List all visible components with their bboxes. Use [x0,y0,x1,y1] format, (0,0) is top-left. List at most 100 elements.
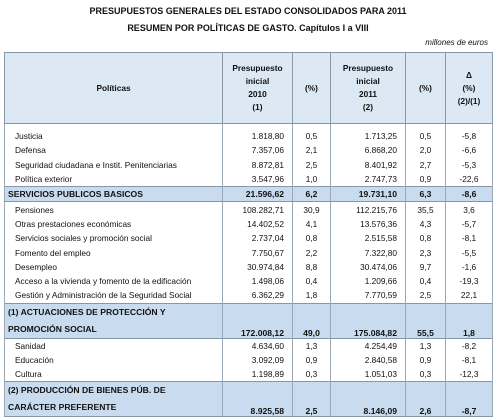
cell: 8.925,58 [222,381,293,417]
cell-line: inicial [356,76,380,86]
cell: 0,3 [292,367,331,382]
title: PRESUPUESTOS GENERALES DEL ESTADO CONSOL… [89,6,407,16]
cell: 0,9 [292,352,331,368]
header-cell: (%) [292,52,331,124]
budget-table: Políticas Presupuesto inicial 2010 (1) (%) Pre… [4,52,493,417]
spacer [4,123,493,129]
row-label: Seguridad ciudadana e Instit. Penitencia… [4,157,223,172]
header-cell: Presupuesto inicial 2011 (2) [330,52,406,124]
cell: 35,5 [405,201,446,217]
cell: 1.051,03 [330,367,406,382]
cell: 0,5 [405,129,446,144]
header-row: Políticas Presupuesto inicial 2010 (1) (%) Pre… [4,52,493,124]
cell: 8.146,09 [330,381,406,417]
row-label: Defensa [4,143,223,158]
cell: 2,2 [292,245,331,260]
cell: 2,5 [292,157,331,172]
cell: 0,3 [405,367,446,382]
cell: 1.818,80 [222,129,293,144]
cell: 0,9 [405,352,446,368]
data-row: Seguridad ciudadana e Instit. Penitencia… [4,157,493,172]
subtitle: RESUMEN POR POLÍTICAS DE GASTO. Capítulo… [127,23,369,33]
cell: 7.357,06 [222,143,293,158]
cell: -5,3 [445,157,493,172]
cell-line: (2) [362,102,374,112]
cell: 2,7 [405,157,446,172]
header-cell: Δ (%) (2)/(1) [445,52,493,124]
row-label: Otras prestaciones económicas [4,216,223,232]
header-cell: Políticas [4,52,223,124]
cell: 9,7 [405,259,446,274]
cell: 1,8 [445,302,493,339]
cell: 2.737,04 [222,231,293,246]
cell-line: 2010 [248,89,267,99]
data-row: Justicia 1.818,80 0,5 1.713,25 0,5 -5,8 [4,129,493,144]
cell: 8.401,92 [330,157,406,172]
cell: 8.872,81 [222,157,293,172]
cell: 0,4 [405,273,446,289]
cell: -6,6 [445,143,493,158]
cell: -5,8 [445,129,493,144]
cell: 1.209,66 [330,273,406,289]
cell: 4.634,60 [222,338,293,353]
cell: 172.008,12 [222,302,293,339]
cell: 7.750,67 [222,245,293,260]
cell: 0,8 [292,231,331,246]
row-label: Acceso a la vivienda y fomento de la edi… [4,273,223,289]
data-row: Acceso a la vivienda y fomento de la edi… [4,273,493,289]
cell: 2,1 [292,143,331,158]
row-label: Pensiones [4,201,223,217]
cell: -8,2 [445,338,493,353]
cell: 0,9 [405,171,446,187]
data-row: Servicios sociales y promoción social 2.7… [4,231,493,246]
cell: 0,8 [405,231,446,246]
cell-line: inicial [245,76,270,86]
data-row: Sanidad 4.634,60 1,3 4.254,49 1,3 -8,2 [4,338,493,353]
data-row: Defensa 7.357,06 2,1 6.868,20 2,0 -6,6 [4,143,493,158]
cell: -5,5 [445,245,493,260]
cell-line: Presupuesto [232,63,283,73]
cell: 1,3 [405,338,446,353]
total-row: SERVICIOS PUBLICOS BASICOS 21.596,62 6,2 19… [4,186,493,203]
cell: 55,5 [405,302,446,339]
data-row: Cultura 1.198,89 0,3 1.051,03 0,3 -12,3 [4,367,493,382]
total-row: (1) ACTUACIONES DE PROTECCIÓN Y PROMOCIÓN… [4,302,493,339]
total-row: (2) PRODUCCIÓN DE BIENES PÚB. DE CARÁCTER… [4,381,493,417]
row-label: Servicios sociales y promoción social [4,231,223,246]
cell: 3,6 [445,201,493,217]
row-label: Educación [4,352,223,368]
cell: -1,6 [445,259,493,274]
cell: 7.322,80 [330,245,406,260]
cell-line: Δ [466,69,472,80]
cell: 1,3 [292,338,331,353]
data-row: Gestión y Administración de la Seguridad… [4,288,493,304]
cell: 2,3 [405,245,446,260]
row-label: (1) ACTUACIONES DE PROTECCIÓN Y PROMOCIÓN… [4,302,223,339]
cell: 2,5 [292,381,331,417]
cell: -8,6 [445,186,493,203]
cell: 2,6 [405,381,446,417]
cell: 112.215,76 [330,201,406,217]
cell: 4,3 [405,216,446,232]
cell: 2,5 [405,288,446,304]
cell: 175.084,82 [330,302,406,339]
cell: 19.731,10 [330,186,406,203]
cell: 4,1 [292,216,331,232]
cell: 2.515,58 [330,231,406,246]
row-label: Política exterior [4,171,223,187]
unit: millones de euros [425,38,488,47]
cell: 30,9 [292,201,331,217]
header-cell: Presupuesto inicial 2010 (1) [222,52,293,124]
cell: 3.092,09 [222,352,293,368]
row-label: Justicia [4,129,223,144]
data-row: Desempleo 30.974,84 8,8 30.474,06 9,7 -1,6 [4,259,493,274]
cell: 4.254,49 [330,338,406,353]
row-label: Fomento del empleo [4,245,223,260]
cell-line: 2011 [359,89,377,99]
row-label: (2) PRODUCCIÓN DE BIENES PÚB. DE CARÁCTER… [4,381,223,417]
row-label: SERVICIOS PUBLICOS BASICOS [4,186,223,203]
cell: 2.840,58 [330,352,406,368]
cell: 30.474,06 [330,259,406,274]
cell: 49,0 [292,302,331,339]
cell: 1,0 [292,171,331,187]
